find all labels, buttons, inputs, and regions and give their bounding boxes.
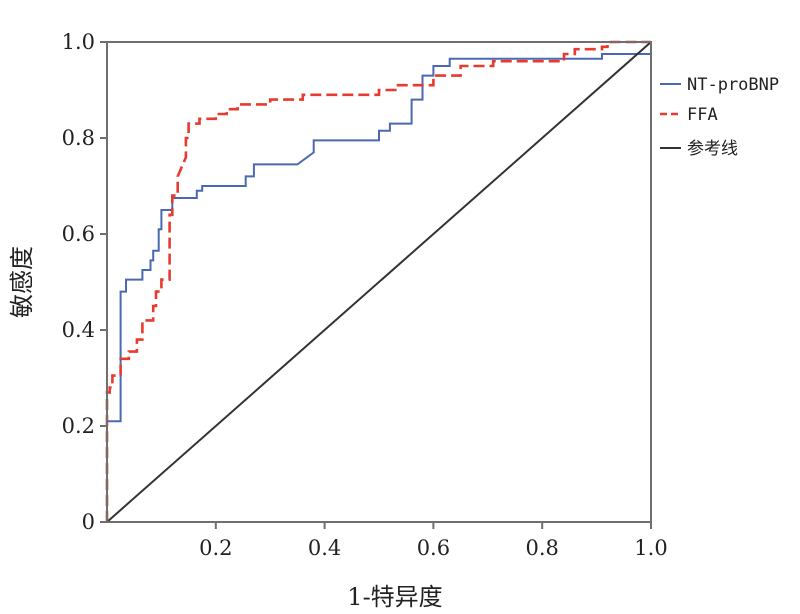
x-tick-label: 1.0	[634, 536, 667, 560]
legend-label-1: NT-proBNP	[687, 75, 779, 95]
x-tick-label: 0.6	[417, 536, 450, 560]
series-layer	[105, 40, 652, 523]
y-axis-title: 敏感度	[8, 246, 36, 318]
plot-frame	[106, 41, 652, 523]
legend: NT-proBNP FFA 参考线	[660, 75, 779, 159]
series-line-2	[105, 40, 651, 522]
y-tick-label: 0.2	[62, 414, 95, 438]
x-tick-label: 0.4	[308, 536, 341, 560]
ticks-layer: 0.2 0.4 0.6 0.8 1.0 0 0.2 0.4 0.6 0.8 1.0	[62, 30, 668, 560]
y-tick-label: 0.6	[62, 222, 95, 246]
y-tick-label: 0.4	[62, 318, 95, 342]
legend-label-2: FFA	[687, 105, 718, 125]
x-tick-label: 0.8	[525, 536, 558, 560]
x-axis-title: 1-特异度	[347, 583, 442, 611]
series-line-1	[106, 42, 652, 522]
x-tick-label: 0.2	[199, 536, 232, 560]
y-tick-label: 1.0	[62, 30, 95, 54]
y-tick-label: 0	[82, 510, 95, 534]
y-tick-label: 0.8	[62, 126, 95, 150]
series-line-3	[106, 41, 652, 523]
legend-label-3: 参考线	[687, 139, 738, 159]
axes-layer	[106, 41, 652, 523]
